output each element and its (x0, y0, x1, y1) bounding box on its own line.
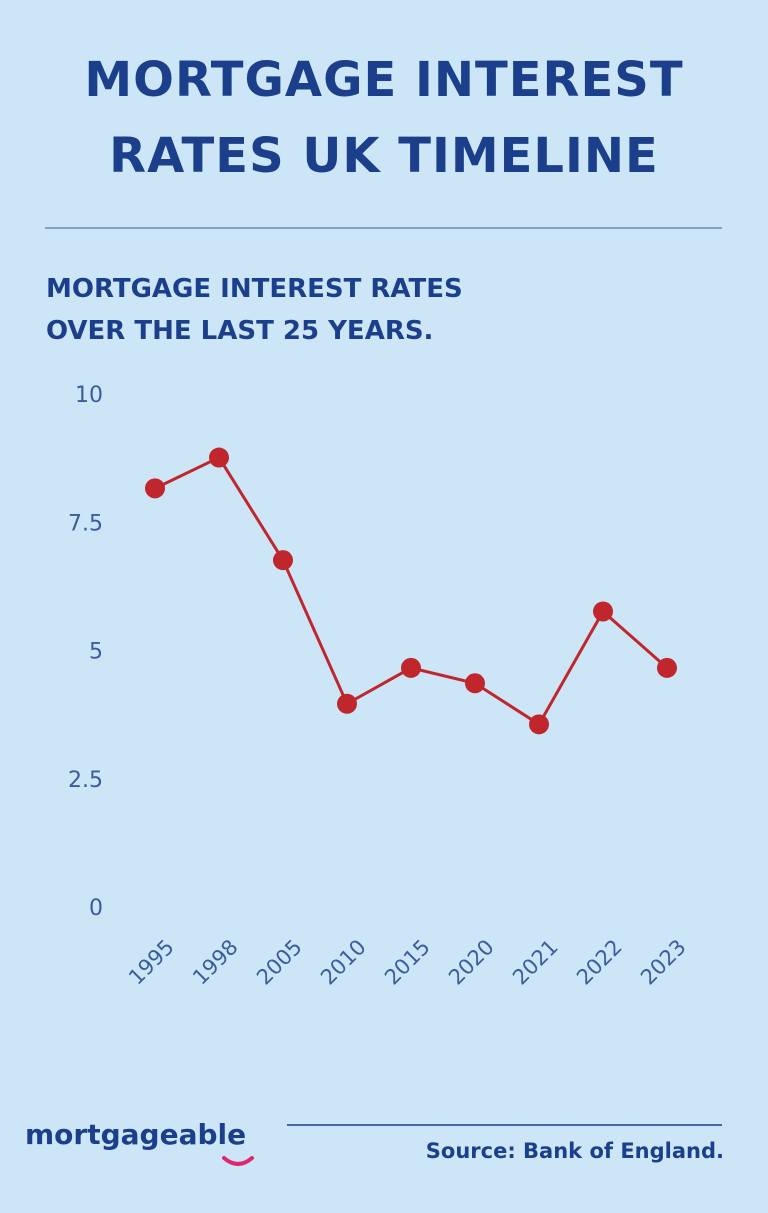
point (529, 714, 549, 735)
x-tick-label: 2022 (572, 935, 627, 990)
x-tick-label: 2023 (636, 935, 691, 990)
page-title: MORTGAGE INTEREST RATES UK TIMELINE (84, 52, 684, 184)
x-tick-label: 2005 (252, 935, 307, 990)
point (657, 657, 677, 678)
line (154, 455, 668, 727)
point (401, 657, 421, 678)
y-tick-label: 7.5 (68, 511, 103, 536)
point (273, 550, 293, 571)
point (337, 693, 357, 714)
point (209, 447, 229, 468)
point (465, 673, 485, 694)
y-tick-label: 10 (75, 383, 103, 408)
point (593, 601, 613, 622)
y-tick-label: 5 (89, 640, 103, 665)
x-tick-label: 2010 (316, 935, 371, 990)
chart-title: MORTGAGE INTEREST RATES OVER THE LAST 25… (46, 274, 463, 346)
logo: mortgageable (25, 1118, 246, 1151)
y-tick-label: 0 (89, 896, 103, 921)
x-tick-label: 1995 (124, 935, 179, 990)
y-tick-label: 2.5 (68, 768, 103, 793)
x-tick-label: 1998 (188, 935, 243, 990)
x-tick-label: 2021 (508, 935, 563, 990)
x-tick-label: 2015 (380, 935, 435, 990)
x-tick-label: 2020 (444, 935, 499, 990)
source: Source: Bank of England. (426, 1139, 724, 1163)
point (145, 478, 165, 499)
logo-smile (222, 1156, 254, 1166)
